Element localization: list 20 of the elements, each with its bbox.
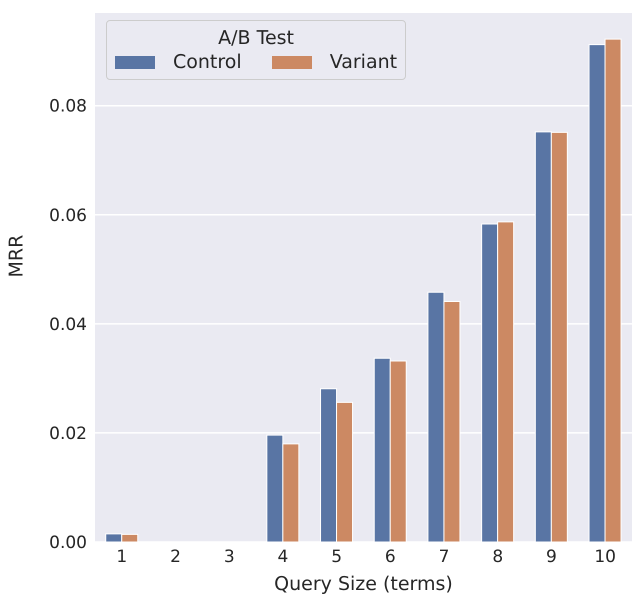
x-tick-label: 4	[278, 547, 288, 568]
x-tick-label: 5	[331, 547, 342, 568]
x-tick-label: 7	[438, 547, 450, 568]
legend-label: Control	[173, 51, 242, 73]
legend-title: A/B Test	[217, 27, 295, 49]
x-tick-label: 9	[546, 547, 557, 568]
legend-label: Variant	[330, 51, 398, 73]
x-tick-label: 2	[170, 547, 181, 568]
y-axis-title: MRR	[6, 234, 28, 278]
y-tick-label: 0.02	[49, 424, 87, 444]
x-axis-title: Query Size (terms)	[274, 573, 453, 595]
x-tick-label: 6	[384, 547, 396, 568]
y-tick-label: 0.06	[49, 206, 87, 226]
x-tick-label: 10	[594, 547, 616, 568]
x-tick-label: 8	[492, 547, 504, 568]
y-tick-label: 0.04	[49, 314, 87, 335]
y-tick-label: 0.00	[49, 533, 87, 554]
x-tick-label: 3	[224, 547, 235, 568]
x-tick-label: 1	[116, 547, 128, 568]
y-tick-label: 0.08	[49, 96, 87, 117]
